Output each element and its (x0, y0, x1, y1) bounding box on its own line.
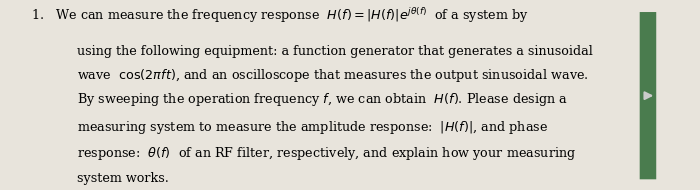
Text: system works.: system works. (78, 172, 169, 185)
Text: using the following equipment: a function generator that generates a sinusoidal: using the following equipment: a functio… (78, 45, 594, 59)
Text: 1.   We can measure the frequency response  $H(f) = |H(f)|e^{j\theta(f)}$  of a : 1. We can measure the frequency response… (32, 6, 528, 25)
Text: response:  $\theta(f)$  of an RF filter, respectively, and explain how your meas: response: $\theta(f)$ of an RF filter, r… (78, 145, 577, 162)
FancyBboxPatch shape (640, 12, 656, 179)
Text: By sweeping the operation frequency $f$, we can obtain  $H(f)$. Please design a: By sweeping the operation frequency $f$,… (78, 91, 568, 108)
Text: wave  $\cos(2\pi ft)$, and an oscilloscope that measures the output sinusoidal w: wave $\cos(2\pi ft)$, and an oscilloscop… (78, 66, 589, 84)
Text: measuring system to measure the amplitude response:  $|H(f)|$, and phase: measuring system to measure the amplitud… (78, 119, 549, 136)
